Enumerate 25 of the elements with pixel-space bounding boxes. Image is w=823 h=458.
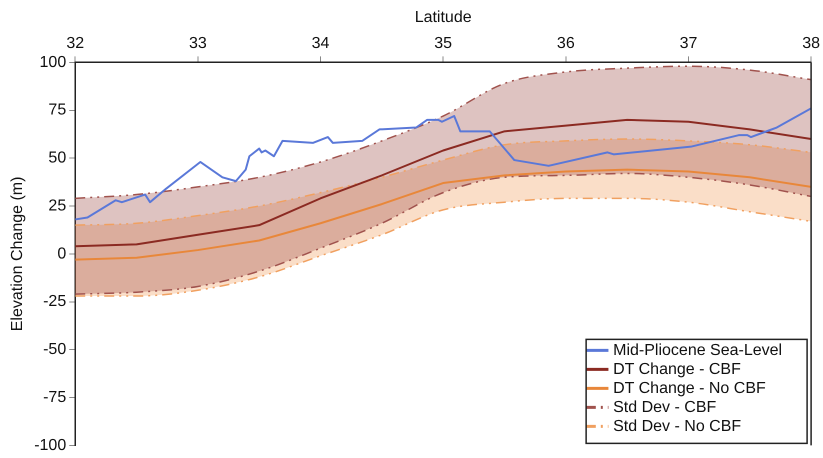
- x-tick-label: 35: [434, 35, 452, 52]
- legend-label: Std Dev - CBF: [613, 398, 716, 416]
- line-series: [75, 65, 812, 200]
- y-tick-label: 25: [48, 197, 66, 214]
- y-tick-label: -50: [43, 341, 66, 358]
- x-tick-label: 36: [556, 35, 575, 52]
- x-tick-label: 34: [312, 35, 330, 52]
- legend-label: DT Change - No CBF: [613, 380, 766, 397]
- x-tick-label: 37: [680, 35, 698, 52]
- legend-label: DT Change - CBF: [613, 360, 742, 378]
- y-axis-title: Elevation Change (m): [9, 176, 26, 332]
- legend-label: Std Dev - No CBF: [613, 418, 742, 435]
- y-tick-label: -100: [34, 436, 66, 454]
- x-axis-title: Latitude: [414, 9, 472, 26]
- legend-label: Mid-Pliocene Sea-Level: [613, 342, 782, 359]
- y-tick-label: 75: [48, 102, 66, 119]
- y-tick-label: 100: [40, 54, 66, 71]
- x-tick-label: 32: [66, 35, 84, 52]
- y-tick-label: 50: [48, 150, 66, 167]
- y-tick-label: -75: [43, 388, 66, 406]
- y-tick-label: -25: [43, 293, 66, 310]
- line-series: [75, 172, 812, 295]
- y-tick-label: 0: [57, 245, 66, 262]
- x-tick-label: 33: [188, 35, 207, 52]
- x-tick-label: 38: [802, 35, 820, 52]
